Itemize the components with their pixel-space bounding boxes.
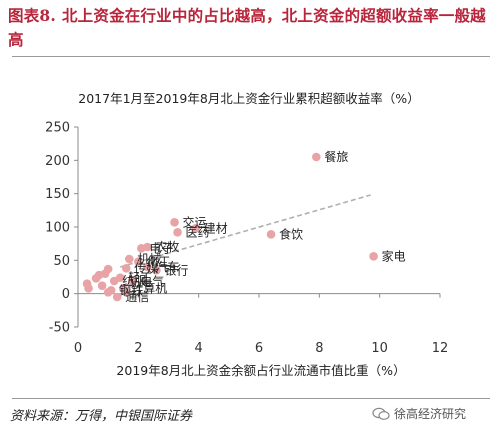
x-tick-label: 6	[255, 341, 263, 356]
data-label: 汽车	[155, 259, 179, 274]
data-point	[191, 224, 200, 233]
data-point	[103, 264, 113, 274]
data-label: 食饮	[279, 226, 303, 241]
figure-label: 图表8.	[8, 6, 56, 25]
y-tick-label: -50	[49, 321, 70, 336]
data-point	[124, 254, 134, 264]
x-tick-label: 12	[432, 341, 449, 356]
scatter-chart: -50 0 50 100 150 200 250 0 2 4 6 8 10 12 2019年8月北上资金余额…	[45, 121, 449, 379]
data-label: 计算机	[131, 280, 167, 295]
data-label: 农牧	[155, 240, 179, 254]
data-label: 电子	[149, 241, 173, 255]
data-label: 建材	[204, 221, 228, 235]
data-label: 交运	[183, 214, 207, 229]
trendline	[120, 194, 371, 268]
data-point	[173, 228, 182, 237]
data-label: 钢铁	[119, 283, 143, 297]
data-point	[121, 288, 131, 297]
y-tick-label: 150	[45, 187, 70, 202]
data-label: 银行	[164, 263, 188, 277]
y-tick-label: 0	[62, 287, 70, 302]
chat-icon	[372, 407, 390, 420]
watermark: 徐高经济研究	[372, 405, 466, 422]
x-tick-label: 0	[74, 341, 82, 356]
data-point	[312, 152, 321, 162]
data-point	[121, 264, 131, 273]
data-label: 纺服	[122, 274, 146, 288]
data-point	[112, 292, 122, 302]
data-label: 餐旅	[324, 149, 348, 164]
data-point	[369, 252, 378, 261]
x-tick-label: 4	[195, 341, 203, 356]
y-tick-label: 50	[53, 254, 70, 269]
data-point	[84, 284, 93, 293]
data-label: 家电	[382, 248, 406, 263]
chart-title: 2017年1月至2019年8月北上资金行业累积超额收益率（%）	[78, 91, 420, 106]
data-label: 化工	[146, 255, 170, 269]
data-point	[170, 218, 179, 227]
y-tick-label: 250	[45, 121, 70, 136]
y-tick-label: 200	[45, 154, 70, 169]
y-tick-label: 100	[45, 221, 70, 236]
source-note: 资料来源：万得，中银国际证券	[10, 409, 193, 424]
figure-title-text: 北上资金在行业中的占比越高，北上资金的超额收益率一般越高	[8, 6, 486, 49]
data-label: 传媒	[134, 260, 158, 275]
data-point	[91, 274, 101, 283]
data-label: 医药	[186, 225, 210, 239]
data-label: 通信	[125, 290, 149, 304]
data-point	[143, 262, 152, 272]
data-point	[137, 244, 146, 253]
data-point	[128, 277, 137, 286]
data-label: 机械	[137, 251, 161, 266]
x-tick-label: 10	[371, 341, 388, 356]
data-point	[109, 276, 119, 286]
data-point	[152, 266, 161, 275]
data-point	[266, 230, 276, 239]
data-label: 轻工	[128, 271, 152, 285]
data-point	[97, 281, 107, 290]
data-label: 电气	[140, 274, 164, 289]
title-divider	[12, 56, 490, 57]
data-point	[103, 288, 113, 297]
figure-title: 图表8. 北上资金在行业中的占比越高，北上资金的超额收益率一般越高	[8, 4, 494, 52]
x-tick-label: 8	[315, 341, 323, 356]
data-point	[134, 257, 143, 266]
watermark-text: 徐高经济研究	[394, 407, 467, 421]
x-tick-label: 2	[134, 341, 142, 356]
source-divider	[12, 398, 490, 399]
x-axis-title: 2019年8月北上资金余额占行业流通市值比重（%）	[116, 363, 405, 378]
